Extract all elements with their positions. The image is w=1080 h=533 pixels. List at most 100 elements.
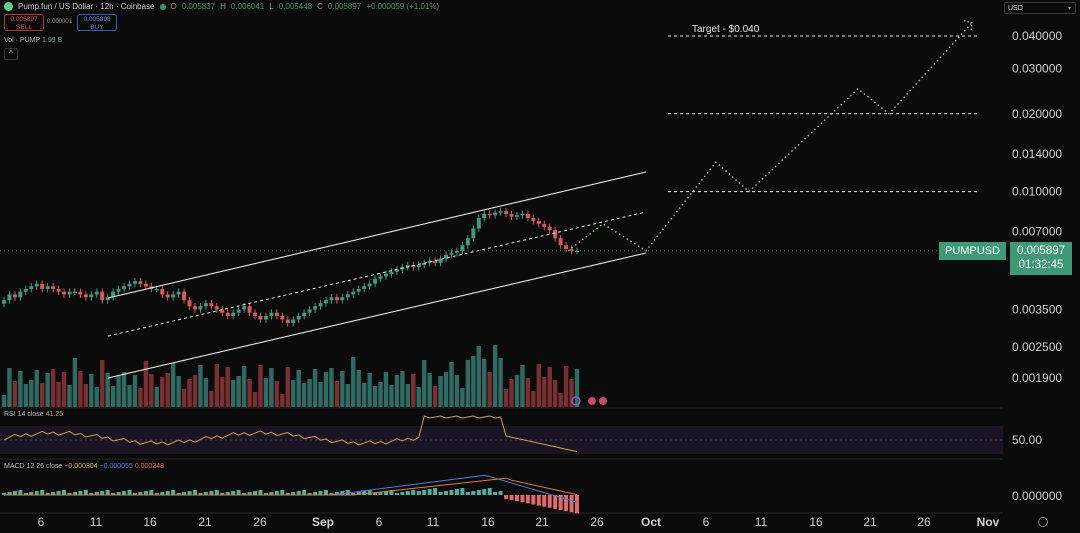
volume-bar	[280, 394, 285, 407]
macd-hist-bar	[214, 490, 219, 495]
buy-label: BUY	[90, 24, 104, 31]
candle-body	[209, 303, 214, 307]
candle-body	[433, 260, 438, 263]
macd-hist-bar	[367, 490, 372, 495]
macd-hist-bar	[302, 490, 307, 495]
y-tick-label: 0.007000	[1012, 225, 1062, 239]
candle-body	[253, 312, 258, 317]
macd-hist-bar	[220, 493, 225, 495]
symbol-price-label: PUMPUSD	[939, 242, 1006, 260]
x-tick-label: 21	[863, 515, 877, 529]
candle-body	[40, 283, 45, 289]
settings-icon[interactable]	[1038, 517, 1048, 527]
candle-body	[274, 312, 279, 317]
candle-body	[160, 288, 165, 295]
target-label: Target - $0.040	[692, 24, 760, 35]
volume-bar	[45, 373, 50, 407]
volume-bar	[296, 370, 301, 407]
macd-hist-bar	[127, 490, 132, 495]
macd-hist-bar	[122, 491, 127, 495]
volume-bar	[476, 346, 481, 407]
volume-bar	[7, 368, 12, 407]
volume-bar	[301, 383, 307, 407]
symbol-title[interactable]: Pump.fun / US Dollar · 12h · Coinbase	[18, 2, 155, 11]
macd-hist-bar	[476, 490, 481, 495]
macd-hist-bar	[100, 491, 105, 495]
macd-hist-bar	[51, 492, 56, 495]
volume-bar	[241, 366, 247, 407]
candle-body	[460, 245, 465, 251]
volume-bar	[454, 375, 460, 407]
volume-bar	[78, 371, 83, 407]
candle-body	[302, 312, 307, 317]
buy-button[interactable]: 0.005898 BUY	[77, 14, 117, 31]
event-icon	[571, 396, 581, 406]
candle-body	[182, 291, 187, 301]
macd-hist-bar	[165, 491, 170, 495]
candle-body	[51, 286, 56, 289]
chevron-down-icon: ▾	[1067, 6, 1071, 12]
candle-body	[471, 228, 476, 239]
candle-body	[520, 213, 525, 216]
volume-bar	[531, 391, 536, 407]
channel-upper-line	[107, 171, 647, 299]
volume-bar	[56, 382, 61, 407]
volume-bar	[400, 371, 405, 407]
macd-hist-bar	[498, 491, 503, 495]
candle-body	[389, 271, 394, 274]
candle-body	[542, 223, 547, 227]
macd-hist-bar	[56, 491, 61, 495]
macd-hist-bar	[111, 493, 116, 495]
candle-body	[569, 248, 574, 251]
volume-bar	[383, 372, 389, 407]
volume-bar	[372, 386, 378, 407]
macd-hist-bar	[520, 495, 525, 503]
macd-hist-bar	[340, 491, 345, 495]
event-icon	[588, 397, 596, 405]
macd-hist-bar	[351, 493, 356, 495]
low-value: 0.005448	[278, 2, 313, 11]
candle-body	[280, 316, 285, 320]
macd-hist-bar	[542, 495, 547, 507]
volume-bar	[252, 392, 258, 407]
currency-select[interactable]: USD ▾	[1004, 2, 1076, 14]
volume-bar	[29, 380, 34, 407]
volume-bar	[138, 388, 143, 407]
last-price-value: 0.005897	[1017, 245, 1065, 257]
candle-body	[78, 291, 83, 295]
volume-bar	[536, 364, 541, 407]
volume-bar	[18, 371, 23, 407]
macd-hist-bar	[67, 493, 72, 495]
macd-hist-bar	[454, 489, 459, 495]
rsi-axis-label: 50.00	[1012, 433, 1042, 447]
x-tick-label: 16	[143, 515, 157, 529]
candle-body	[416, 264, 421, 268]
y-tick-label: 0.030000	[1012, 61, 1062, 75]
macd-hist-bar	[187, 491, 192, 495]
volume-bar	[361, 383, 367, 407]
candle-body	[318, 303, 323, 307]
x-tick-label: 11	[90, 515, 103, 529]
volume-bar	[154, 387, 159, 407]
macd-hist-bar	[225, 492, 230, 495]
candle-body	[307, 309, 312, 313]
last-price-tag: 0.005897 01:32:45	[1010, 242, 1072, 275]
volume-bar	[345, 384, 350, 407]
volume-bar	[411, 374, 416, 407]
volume-bar	[307, 379, 312, 407]
macd-hist-bar	[509, 495, 514, 501]
macd-hist-bar	[269, 492, 274, 495]
candle-body	[193, 306, 197, 310]
candle-body	[405, 264, 410, 268]
channel-lower-line	[107, 252, 647, 379]
candle-body	[214, 306, 219, 310]
sell-button[interactable]: 0.005897 SELL	[4, 14, 44, 31]
candle-body	[269, 312, 274, 317]
projection-arrow-icon	[963, 20, 973, 31]
volume-bar	[471, 356, 476, 407]
volume-bar	[356, 370, 361, 407]
collapse-legend-button[interactable]: ^	[4, 48, 18, 60]
macd-hist-bar	[12, 491, 17, 495]
macd-signal-line	[4, 477, 578, 496]
